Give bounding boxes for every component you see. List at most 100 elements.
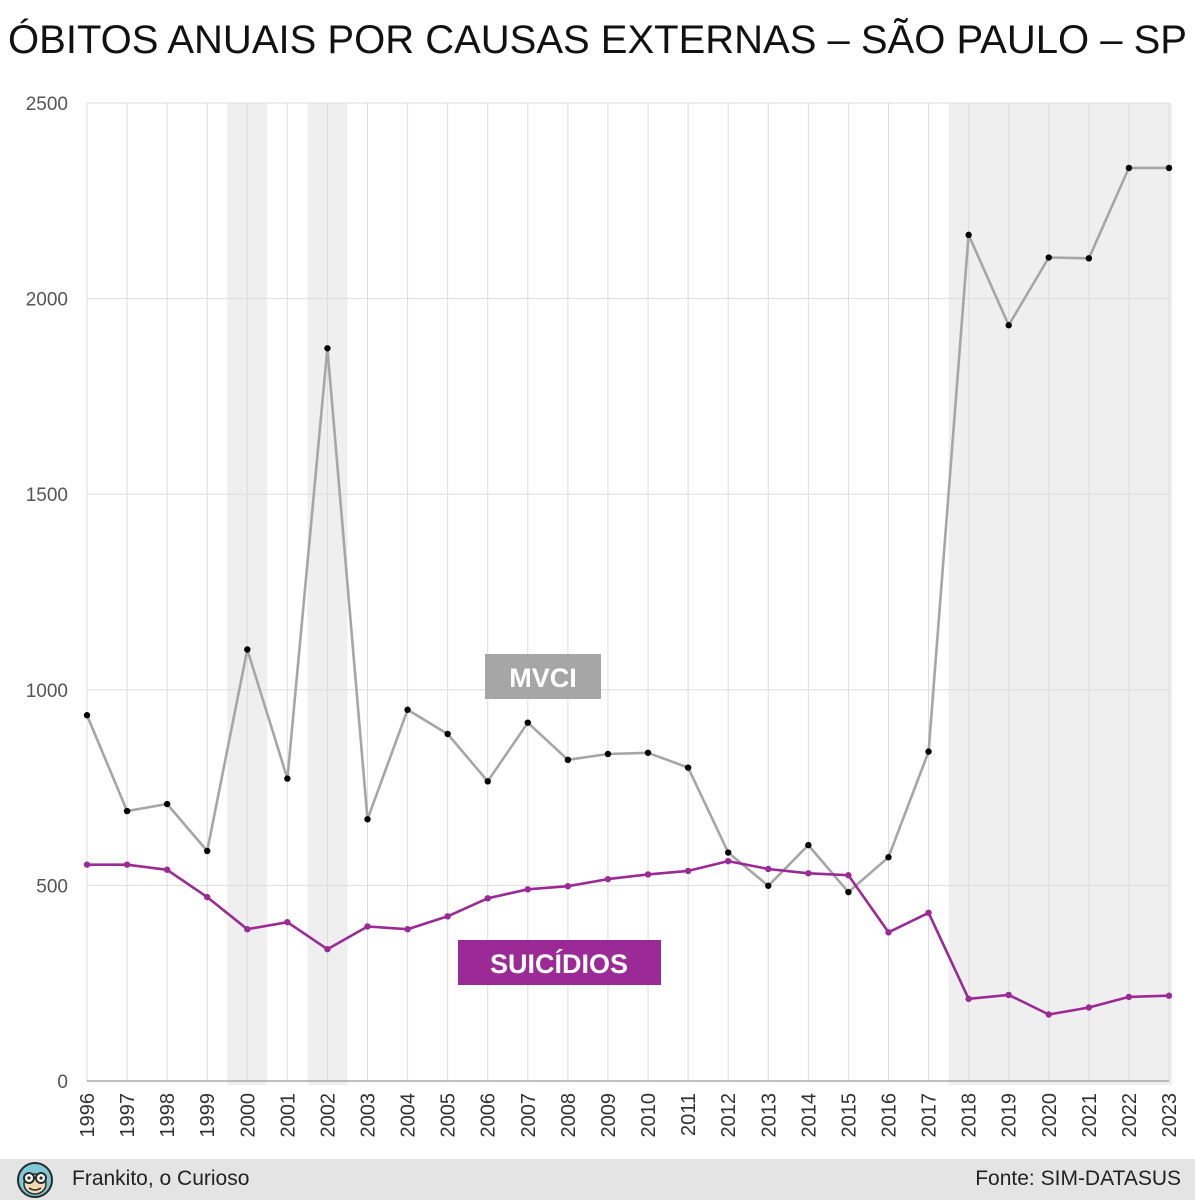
mvci-point: [364, 816, 371, 823]
y-tick-label: 0: [57, 1072, 68, 1093]
x-tick-label: 2001: [277, 1093, 299, 1138]
mvci-point: [204, 847, 211, 855]
monkey-avatar-icon: [17, 1162, 53, 1198]
mvci-point: [604, 750, 612, 758]
suicidios-point: [845, 872, 852, 879]
x-tick-labels: 1996 1997 1998 1999 2000 2001 2002 2003 2004 2005…: [77, 1093, 1181, 1138]
x-tick-label: 1996: [77, 1093, 99, 1138]
x-tick-label: 2004: [398, 1093, 420, 1138]
suicidios-point: [123, 861, 131, 868]
mvci-point: [1005, 322, 1012, 329]
y-tick-label: 1000: [26, 681, 68, 702]
x-tick-label: 2020: [1039, 1093, 1061, 1138]
mvci-point: [765, 882, 772, 889]
x-tick-label: 1999: [197, 1093, 219, 1138]
mvci-point: [684, 764, 692, 771]
x-tick-label: 2019: [999, 1093, 1021, 1138]
mvci-point: [644, 749, 652, 756]
mvci-point: [1165, 164, 1173, 172]
mvci-point: [83, 712, 91, 719]
suicidios-line: [87, 859, 1170, 1016]
mvci-point: [123, 807, 131, 815]
mvci-point: [965, 231, 972, 239]
mvci-point: [845, 888, 852, 896]
chart-title: ÓBITOS ANUAIS POR CAUSAS EXTERNAS – SÃO …: [8, 18, 1187, 62]
y-tick-label: 1500: [26, 485, 68, 506]
mvci-point: [564, 756, 572, 764]
suicidios-point: [1125, 993, 1133, 1001]
x-tick-label: 2012: [718, 1093, 740, 1138]
y-tick-label: 500: [36, 876, 68, 897]
suicidios-point: [163, 866, 171, 873]
mvci-point: [324, 345, 331, 352]
mvci-point: [724, 849, 732, 856]
x-tick-label: 2000: [237, 1093, 259, 1138]
mvci-label-background: [485, 654, 601, 699]
series-lines: [85, 166, 1170, 1016]
x-tick-label: 2021: [1079, 1093, 1101, 1138]
suicidios-point: [765, 865, 772, 873]
footer-credit: Frankito, o Curioso: [72, 1167, 250, 1190]
suicidios-point: [644, 871, 652, 878]
series-labels: MVCI SUICÍDIOS: [458, 654, 661, 985]
suicidios-point: [404, 926, 411, 933]
suicidios-point: [244, 926, 251, 933]
y-tick-label: 2500: [26, 94, 68, 115]
mvci-series-label: MVCI: [509, 663, 577, 693]
suicidios-point: [1085, 1004, 1093, 1011]
suicidios-point: [724, 857, 732, 865]
footer-bar: Frankito, o Curioso Fonte: SIM-DATASUS: [0, 1159, 1195, 1200]
suicidios-label-background: [458, 940, 661, 985]
suicidios-point: [364, 923, 371, 930]
x-tick-label: 2015: [838, 1093, 860, 1138]
mvci-point: [885, 854, 892, 861]
mvci-point: [1125, 164, 1133, 172]
mvci-point: [244, 646, 251, 653]
x-tick-label: 2006: [478, 1093, 500, 1138]
x-tick-label: 2008: [558, 1093, 580, 1138]
mvci-point: [925, 748, 932, 755]
mvci-line: [85, 166, 1169, 894]
mvci-point: [163, 800, 171, 808]
y-tick-label: 2000: [26, 290, 68, 311]
suicidios-point: [564, 882, 572, 890]
shaded-period-2018-2023: [948, 103, 1172, 1085]
suicidios-point: [83, 861, 91, 868]
x-tick-label: 2005: [438, 1093, 460, 1138]
x-tick-label: 2007: [518, 1093, 540, 1138]
suicidios-point: [805, 870, 812, 877]
suicidios-point: [284, 918, 291, 926]
gridlines: [86, 102, 1170, 1082]
suicidios-point: [1005, 991, 1012, 999]
x-tick-label: 2013: [758, 1093, 780, 1138]
x-tick-label: 1997: [117, 1093, 139, 1138]
suicidios-series-label: SUICÍDIOS: [490, 948, 628, 979]
mvci-point: [484, 778, 491, 785]
x-tick-label: 2003: [358, 1093, 380, 1138]
mvci-point: [404, 706, 411, 713]
suicidios-point: [484, 895, 491, 902]
y-tick-labels: 0 500 1000 1500 2000 2500: [26, 94, 68, 1093]
suicidios-point: [324, 945, 331, 953]
mvci-point: [524, 719, 532, 726]
x-tick-label: 2010: [638, 1093, 660, 1138]
x-tick-label: 1998: [157, 1093, 179, 1138]
mvci-point: [284, 775, 291, 782]
x-tick-label: 2018: [959, 1093, 981, 1138]
x-tick-label: 2016: [878, 1093, 900, 1138]
suicidios-point: [1045, 1011, 1052, 1018]
x-tick-label: 2017: [919, 1093, 941, 1138]
suicidios-point: [1165, 992, 1173, 999]
suicidios-point: [965, 995, 972, 1003]
x-tick-label: 2002: [317, 1093, 339, 1138]
suicidios-point: [524, 886, 532, 893]
suicidios-point: [684, 867, 692, 875]
data-points: [83, 164, 1173, 1018]
line-chart: 0 500 1000 1500 2000 2500 1996 1997 1998 1999 200…: [26, 94, 1181, 1138]
x-tick-label: 2022: [1119, 1093, 1141, 1138]
mvci-point: [1045, 254, 1052, 261]
x-tick-label: 2011: [678, 1093, 700, 1136]
x-tick-label: 2009: [598, 1093, 620, 1138]
shaded-periods: [227, 103, 1172, 1085]
suicidios-point: [604, 875, 612, 883]
